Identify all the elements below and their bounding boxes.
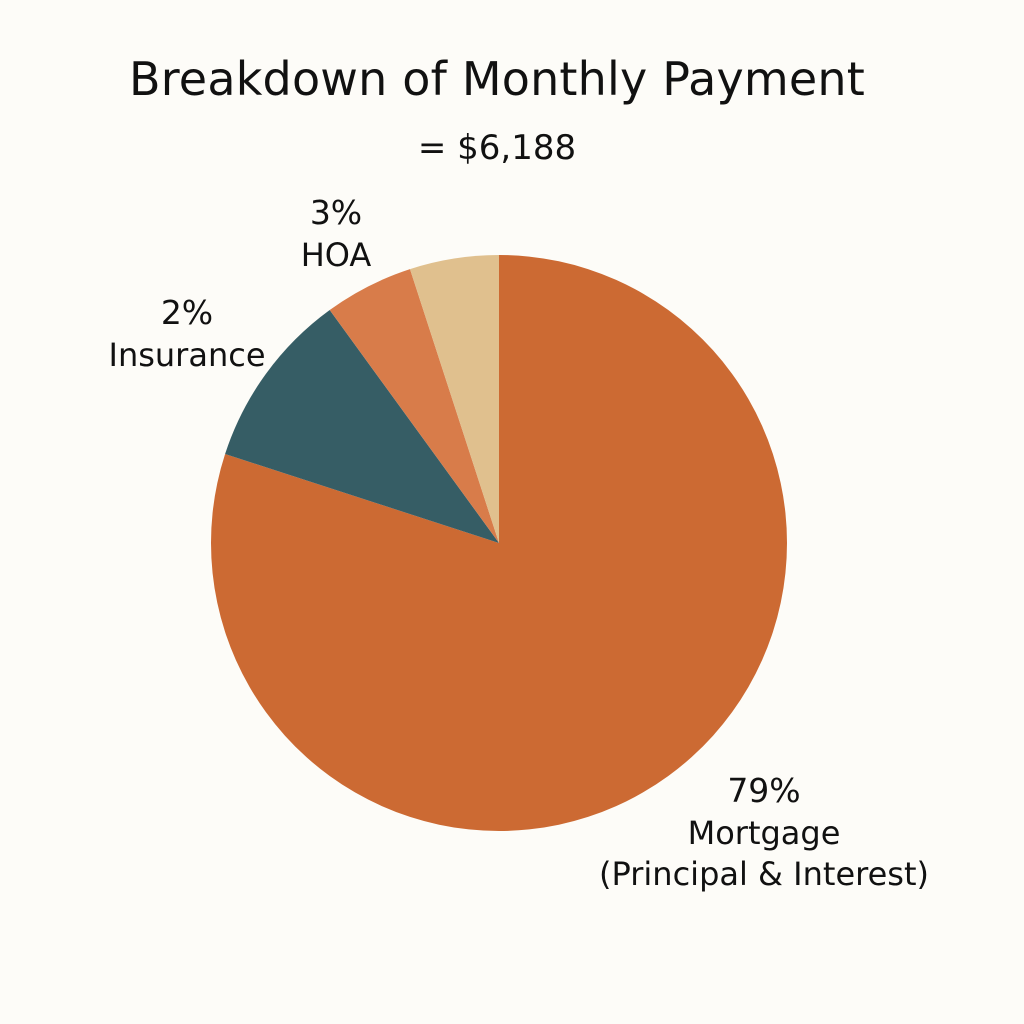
pie-slice-insurance (225, 310, 500, 543)
pie-slice-mortgage (210, 255, 787, 831)
slice-name-insurance: Insurance (108, 335, 266, 374)
slice-label-insurance: 2% Insurance (96, 292, 278, 376)
pie-slices (210, 255, 787, 831)
chart-subtitle: = $6,188 (417, 128, 577, 168)
slice-percent-mortgage: 79% (727, 771, 801, 810)
slice-percent-hoa: 3% (309, 193, 363, 232)
slice-label-hoa: 3% HOA (276, 192, 396, 276)
slice-subname-mortgage: (Principal & Interest) (599, 855, 929, 894)
slice-name-mortgage: Mortgage (687, 813, 841, 852)
pie-slice-hoa (410, 255, 499, 543)
slice-percent-insurance: 2% (160, 293, 214, 332)
chart-title: Breakdown of Monthly Payment (128, 52, 866, 106)
slice-name-hoa: HOA (300, 235, 372, 274)
pie-slice-unlabeled (329, 269, 499, 543)
slice-label-mortgage: 79% Mortgage (Principal & Interest) (572, 770, 956, 896)
